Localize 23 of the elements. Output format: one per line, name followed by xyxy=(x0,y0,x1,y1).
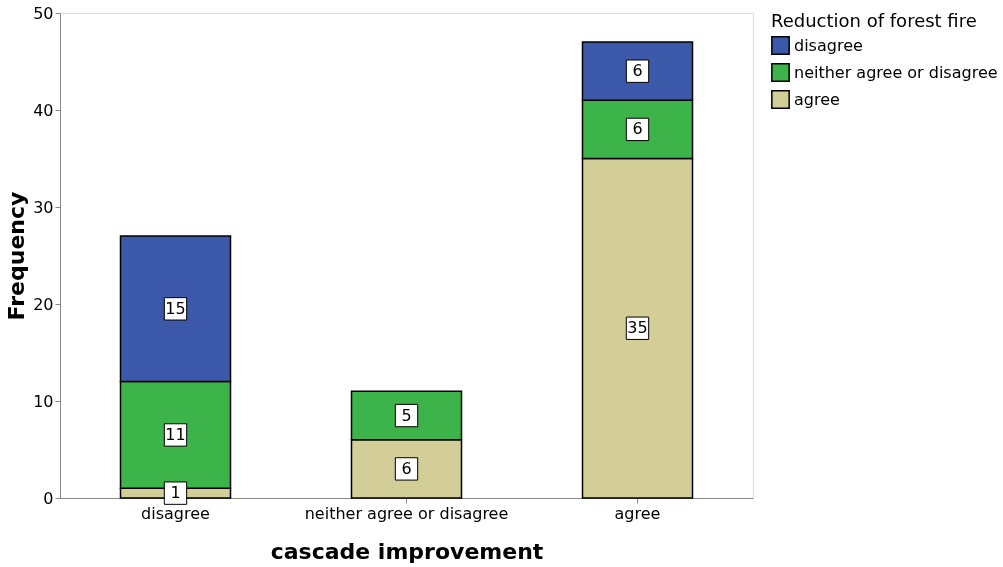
x-axis-title: cascade improvement xyxy=(270,538,544,564)
y-tick-label: 0 xyxy=(43,488,54,508)
data-label: 6 xyxy=(632,119,643,139)
y-tick-label: 20 xyxy=(33,294,54,314)
y-tick-label: 50 xyxy=(33,3,54,23)
data-label: 6 xyxy=(401,458,412,478)
x-tick-label: neither agree or disagree xyxy=(304,503,509,523)
data-label: 35 xyxy=(627,318,648,338)
data-label: 1 xyxy=(170,483,181,503)
legend-label: disagree xyxy=(794,35,863,55)
y-axis-title: Frequency xyxy=(4,191,30,321)
legend-title: Reduction of forest fire xyxy=(771,10,977,31)
y-tick-label: 40 xyxy=(33,100,54,120)
x-tick-label: disagree xyxy=(141,503,210,523)
data-label: 15 xyxy=(165,298,186,318)
data-label: 11 xyxy=(165,424,186,444)
data-label: 6 xyxy=(632,61,643,81)
legend-label: neither agree or disagree xyxy=(794,62,998,82)
y-tick-label: 10 xyxy=(33,391,54,411)
x-tick-label: agree xyxy=(614,503,661,523)
y-tick-label: 30 xyxy=(33,197,54,217)
data-label: 5 xyxy=(401,405,412,425)
legend-label: agree xyxy=(794,89,840,109)
